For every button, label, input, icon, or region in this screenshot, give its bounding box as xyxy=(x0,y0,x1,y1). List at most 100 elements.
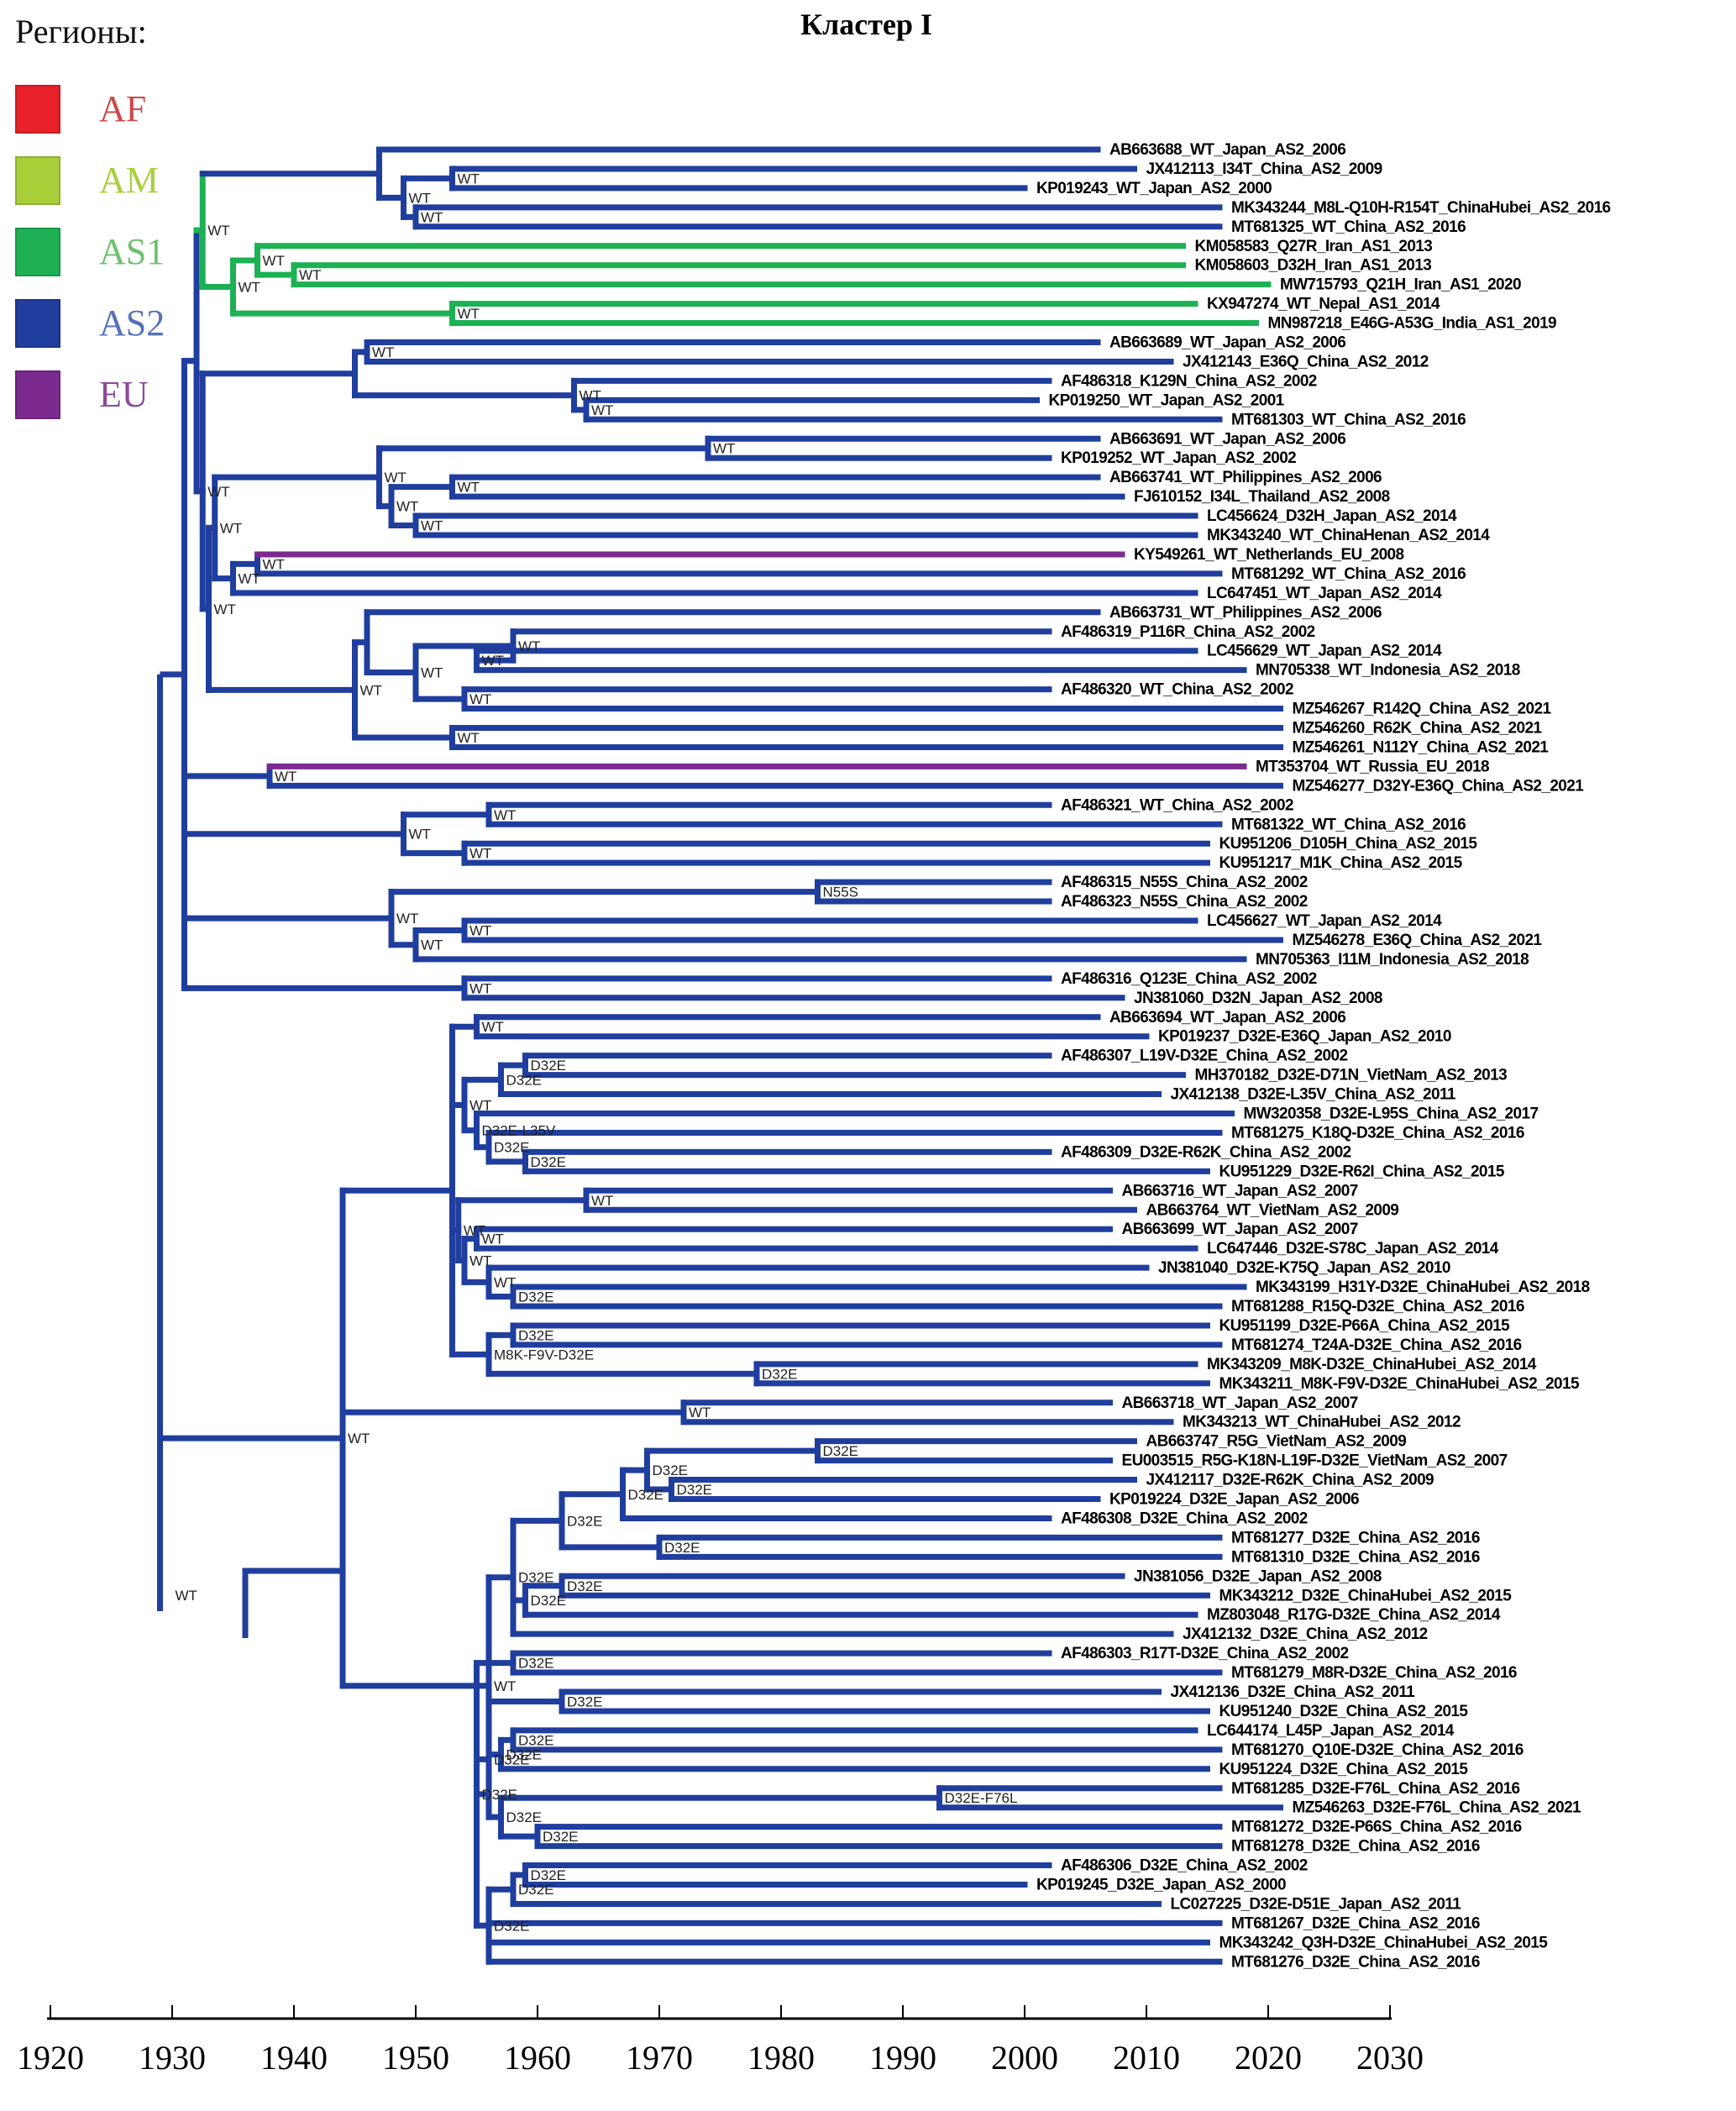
leaf-label: LC456629_WT_Japan_AS2_2014 xyxy=(1207,643,1442,660)
node-mutation-label: D32E xyxy=(531,1867,567,1883)
leaf-label: AF486319_P116R_China_AS2_2002 xyxy=(1061,623,1315,641)
leaf-label: MT681272_D32E-P66S_China_AS2_2016 xyxy=(1231,1819,1522,1836)
axis-tick-label: 1950 xyxy=(382,2039,449,2077)
leaf-label: FJ610152_I34L_Thailand_AS2_2008 xyxy=(1134,488,1390,506)
leaf-label: MN987218_E46G-A53G_India_AS1_2019 xyxy=(1268,315,1557,333)
leaf-label: AB663764_WT_VietNam_AS2_2009 xyxy=(1146,1201,1399,1219)
node-mutation-label: D32E xyxy=(506,1809,543,1825)
leaf-label: KP019237_D32E-E36Q_Japan_AS2_2010 xyxy=(1158,1028,1451,1046)
leaf-label: MN705338_WT_Indonesia_AS2_2018 xyxy=(1256,662,1520,680)
leaf-label: MH370182_D32E-D71N_VietNam_AS2_2013 xyxy=(1195,1067,1508,1084)
leaf-label: LC647446_D32E-S78C_Japan_AS2_2014 xyxy=(1207,1240,1499,1258)
node-mutation-label: D32E xyxy=(518,1327,554,1343)
node-mutation-label: WT xyxy=(275,769,296,785)
node-mutation-label: WT xyxy=(421,518,443,534)
leaf-label: MT681267_D32E_China_AS2_2016 xyxy=(1231,1914,1480,1932)
leaf-label: MZ546261_N112Y_China_AS2_2021 xyxy=(1293,738,1550,756)
leaf-label: KU951217_M1K_China_AS2_2015 xyxy=(1219,854,1463,872)
leaf-label: MK343209_M8K-D32E_ChinaHubei_AS2_2014 xyxy=(1207,1356,1537,1373)
node-mutation-label: D32E xyxy=(567,1578,603,1594)
node-mutation-label: D32E-L35V xyxy=(482,1123,557,1139)
leaf-label: LC027225_D32E-D51E_Japan_AS2_2011 xyxy=(1171,1895,1462,1913)
legend-swatch xyxy=(15,298,60,348)
leaf-label: MT681285_D32E-F76L_China_AS2_2016 xyxy=(1231,1780,1520,1798)
leaf-label: MK343213_WT_ChinaHubei_AS2_2012 xyxy=(1183,1414,1461,1431)
node-labels: WTWTWTWTWTWTWTWTWTWTWTWTWTWTWTWTWTWTWTWT… xyxy=(176,171,1018,1934)
leaf-label: MK343240_WT_ChinaHenan_AS2_2014 xyxy=(1207,527,1490,544)
leaf-label: MT681288_R15Q-D32E_China_AS2_2016 xyxy=(1231,1298,1524,1315)
node-mutation-label: D32E xyxy=(494,1918,530,1934)
leaf-label: AB663694_WT_Japan_AS2_2006 xyxy=(1109,1009,1345,1027)
node-mutation-label: D32E xyxy=(494,1751,530,1767)
leaf-label: JX412136_D32E_China_AS2_2011 xyxy=(1171,1683,1416,1701)
leaf-label: MT681322_WT_China_AS2_2016 xyxy=(1231,816,1466,833)
node-mutation-label: WT xyxy=(469,922,491,938)
node-mutation-label: WT xyxy=(263,556,285,572)
leaf-label: AF486306_D32E_China_AS2_2002 xyxy=(1061,1857,1308,1875)
leaf-label: LC644174_L45P_Japan_AS2_2014 xyxy=(1207,1722,1455,1740)
leaf-label: AB663716_WT_Japan_AS2_2007 xyxy=(1122,1182,1358,1200)
node-mutation-label: D32E xyxy=(823,1443,859,1459)
chart-title-text: Кластер I xyxy=(800,8,932,41)
node-mutation-label: D32E xyxy=(518,1656,554,1672)
leaf-label: MZ546263_D32E-F76L_China_AS2_2021 xyxy=(1293,1799,1582,1817)
leaf-label: MK343244_M8L-Q10H-R154T_ChinaHubei_AS2_2… xyxy=(1231,199,1611,217)
node-mutation-label: WT xyxy=(207,484,229,500)
leaf-label: AB663741_WT_Philippines_AS2_2006 xyxy=(1109,469,1382,486)
node-mutation-label: WT xyxy=(214,601,236,617)
leaf-label: KM058583_Q27R_Iran_AS1_2013 xyxy=(1195,238,1433,255)
leaf-label: KP019252_WT_Japan_AS2_2002 xyxy=(1061,449,1296,467)
legend-item-af: AF xyxy=(15,73,165,144)
node-mutation-label: WT xyxy=(263,253,285,269)
leaf-label: MT681310_D32E_China_AS2_2016 xyxy=(1231,1548,1480,1566)
leaf-label: JX412132_D32E_China_AS2_2012 xyxy=(1183,1625,1428,1643)
leaf-label: AF486307_L19V-D32E_China_AS2_2002 xyxy=(1061,1048,1347,1065)
leaf-label: MT681270_Q10E-D32E_China_AS2_2016 xyxy=(1231,1741,1524,1759)
leaf-label: MW715793_Q21H_Iran_AS1_2020 xyxy=(1280,276,1521,294)
leaf-label: MW320358_D32E-L95S_China_AS2_2017 xyxy=(1244,1105,1539,1123)
chart-title: Кластер I xyxy=(0,7,1736,42)
leaf-label: MT681275_K18Q-D32E_China_AS2_2016 xyxy=(1231,1124,1524,1142)
leaf-label: MT681279_M8R-D32E_China_AS2_2016 xyxy=(1231,1664,1517,1682)
leaf-label: KX947274_WT_Nepal_AS1_2014 xyxy=(1207,296,1440,313)
legend-item-as1: AS1 xyxy=(15,216,165,287)
node-mutation-label: WT xyxy=(409,827,431,843)
leaf-label: AB663691_WT_Japan_AS2_2006 xyxy=(1109,430,1345,448)
node-mutation-label: WT xyxy=(396,911,418,927)
leaf-label: MT681303_WT_China_AS2_2016 xyxy=(1231,411,1466,428)
legend: Регионы: AF AM AS1 AS2 EU xyxy=(15,12,165,430)
leaf-label: MT681292_WT_China_AS2_2016 xyxy=(1231,565,1466,583)
legend-item-am: AM xyxy=(15,144,165,216)
leaf-label: MZ546277_D32Y-E36Q_China_AS2_2021 xyxy=(1293,777,1585,795)
node-mutation-label: D32E xyxy=(506,1747,543,1763)
leaf-label: AF486309_D32E-R62K_China_AS2_2002 xyxy=(1061,1143,1351,1161)
leaf-label: AF486315_N55S_China_AS2_2002 xyxy=(1061,874,1308,891)
node-mutation-label: WT xyxy=(458,480,480,496)
axis-tick-label: 2000 xyxy=(991,2039,1058,2077)
axis-tick-label: 1930 xyxy=(139,2039,206,2077)
node-mutation-label: WT xyxy=(421,209,443,225)
leaf-label: MT681276_D32E_China_AS2_2016 xyxy=(1231,1953,1480,1971)
node-mutation-label: WT xyxy=(409,190,431,206)
leaf-label: AB663718_WT_Japan_AS2_2007 xyxy=(1122,1394,1358,1412)
leaf-label: LC647451_WT_Japan_AS2_2014 xyxy=(1207,585,1442,602)
node-mutation-label: D32E-F76L xyxy=(945,1790,1018,1806)
leaf-label: JN381040_D32E-K75Q_Japan_AS2_2010 xyxy=(1158,1259,1450,1277)
leaf-label: JN381060_D32N_Japan_AS2_2008 xyxy=(1134,990,1382,1007)
legend-label: EU xyxy=(99,374,149,415)
leaf-label: AF486318_K129N_China_AS2_2002 xyxy=(1061,372,1317,390)
node-mutation-label: WT xyxy=(482,1231,504,1247)
node-mutation-label: WT xyxy=(464,1223,485,1239)
leaf-label: AF486303_R17T-D32E_China_AS2_2002 xyxy=(1061,1645,1349,1662)
node-mutation-label: WT xyxy=(239,571,260,587)
node-mutation-label: WT xyxy=(458,306,480,322)
node-mutation-label: WT xyxy=(360,682,382,698)
node-mutation-label: D32E xyxy=(677,1482,713,1498)
legend-label: AF xyxy=(99,88,147,129)
node-mutation-label: D32E xyxy=(518,1882,554,1898)
leaf-label: KP019243_WT_Japan_AS2_2000 xyxy=(1036,180,1272,197)
axis-tick-label: 1970 xyxy=(626,2039,693,2077)
node-mutation-label: D32E xyxy=(628,1487,664,1503)
leaf-label: JX412143_E36Q_China_AS2_2012 xyxy=(1183,353,1429,370)
